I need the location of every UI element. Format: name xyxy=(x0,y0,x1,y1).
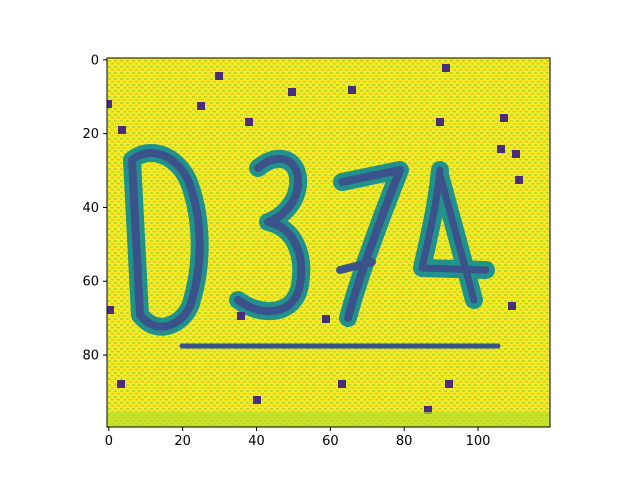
image-background xyxy=(107,58,550,427)
y-axis: 0 20 40 60 80 xyxy=(82,53,107,364)
captcha-glyphs xyxy=(123,144,501,349)
x-tick-label: 0 xyxy=(105,434,113,449)
image-area xyxy=(107,58,550,427)
y-tick-label: 20 xyxy=(82,127,99,142)
x-axis: 0 20 40 60 80 100 xyxy=(105,427,491,449)
x-tick-label: 20 xyxy=(174,434,191,449)
y-tick-label: 60 xyxy=(82,275,99,290)
x-tick-label: 60 xyxy=(322,434,339,449)
plot-frame xyxy=(106,57,551,428)
x-tick-label: 40 xyxy=(248,434,265,449)
x-tick-label: 80 xyxy=(396,434,413,449)
noise-dots xyxy=(107,64,523,414)
x-tick-label: 100 xyxy=(466,434,491,449)
y-tick-label: 40 xyxy=(82,201,99,216)
y-tick-label: 80 xyxy=(82,349,99,364)
y-tick-label: 0 xyxy=(91,53,99,68)
